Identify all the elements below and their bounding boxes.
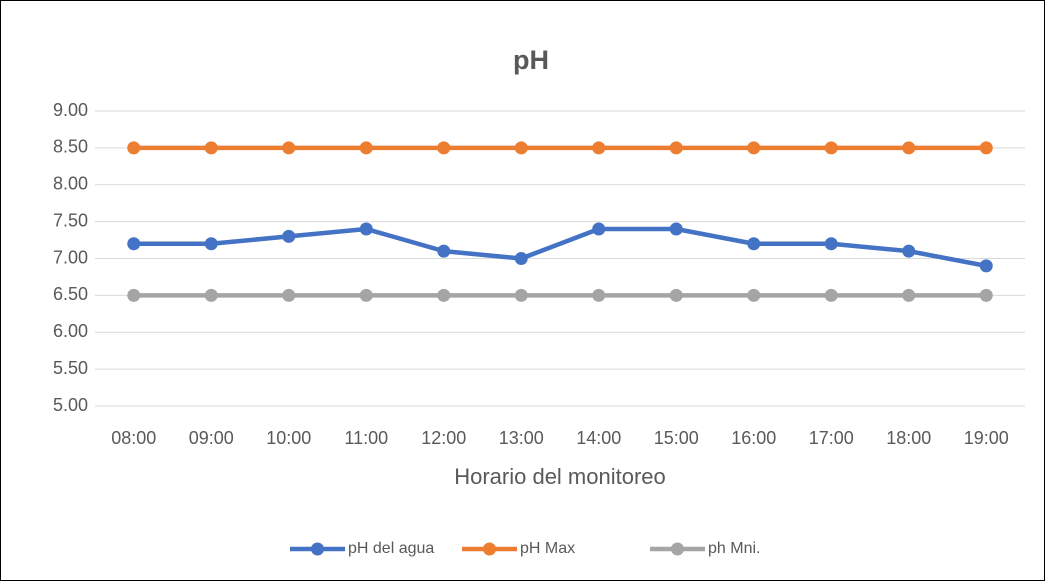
- data-point: [592, 222, 606, 236]
- legend-label: ph Mni.: [708, 540, 760, 557]
- x-tick-label: 13:00: [499, 428, 544, 448]
- data-point: [437, 141, 451, 155]
- data-point: [979, 141, 993, 155]
- data-point: [204, 288, 218, 302]
- data-point: [514, 252, 528, 265]
- data-point: [902, 141, 916, 155]
- data-point: [747, 237, 761, 251]
- x-tick-label: 18:00: [886, 428, 931, 448]
- x-axis-title: Horario del monitoreo: [454, 464, 666, 489]
- y-tick-label: 6.50: [53, 284, 88, 304]
- data-point: [824, 237, 838, 251]
- data-point: [437, 244, 451, 258]
- x-tick-label: 08:00: [111, 428, 156, 448]
- y-tick-label: 6.00: [53, 321, 88, 341]
- data-point: [747, 141, 761, 155]
- data-point: [127, 288, 141, 302]
- chart-title: pH: [513, 45, 549, 75]
- x-tick-label: 19:00: [964, 428, 1009, 448]
- y-tick-label: 7.50: [53, 210, 88, 230]
- legend-label: pH Max: [520, 540, 575, 557]
- data-point: [282, 229, 296, 243]
- data-point: [282, 288, 296, 302]
- data-point: [669, 141, 683, 155]
- series-line: [133, 226, 987, 269]
- legend-label: pH del agua: [348, 540, 434, 557]
- data-point: [204, 237, 218, 251]
- data-point: [592, 141, 606, 155]
- x-tick-label: 14:00: [576, 428, 621, 448]
- x-tick-label: 11:00: [344, 428, 388, 448]
- data-point: [669, 222, 683, 236]
- data-point: [437, 288, 451, 302]
- data-point: [902, 244, 916, 258]
- y-tick-label: 5.50: [53, 358, 88, 378]
- legend-marker: [671, 542, 684, 556]
- data-point: [902, 288, 916, 302]
- data-point: [824, 141, 838, 155]
- data-point: [824, 288, 838, 302]
- y-tick-label: 5.00: [53, 395, 88, 415]
- x-tick-label: 16:00: [731, 428, 776, 448]
- x-tick-label: 10:00: [266, 428, 311, 448]
- data-point: [359, 222, 373, 236]
- x-tick-label: 15:00: [654, 428, 699, 448]
- y-tick-label: 8.00: [53, 174, 88, 194]
- data-point: [979, 288, 993, 302]
- data-point: [669, 288, 683, 302]
- x-tick-label: 09:00: [189, 428, 234, 448]
- y-tick-label: 7.00: [53, 247, 88, 267]
- data-point: [592, 288, 606, 302]
- x-tick-label: 17:00: [809, 428, 854, 448]
- y-tick-label: 9.00: [53, 100, 88, 120]
- y-tick-label: 8.50: [53, 137, 88, 157]
- data-point: [979, 259, 993, 273]
- x-tick-label: 12:00: [421, 428, 466, 448]
- legend-marker: [483, 542, 496, 556]
- data-point: [127, 237, 141, 251]
- data-point: [514, 288, 528, 302]
- data-point: [514, 141, 528, 155]
- data-point: [359, 288, 373, 302]
- data-point: [204, 141, 218, 155]
- data-point: [282, 141, 296, 155]
- data-point: [359, 141, 373, 155]
- data-point: [127, 141, 141, 155]
- legend-marker: [311, 542, 324, 556]
- data-point: [747, 288, 761, 302]
